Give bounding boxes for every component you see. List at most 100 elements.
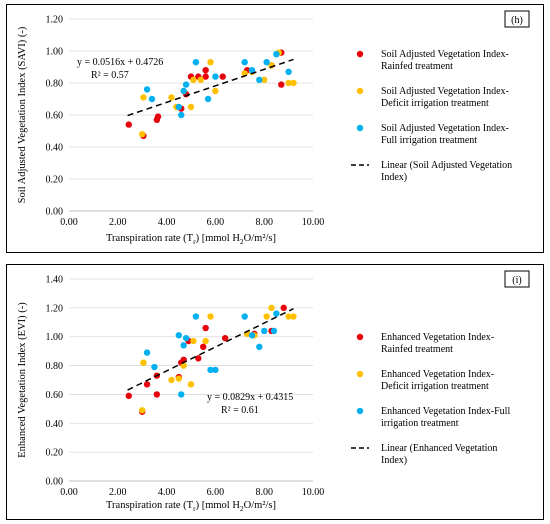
data-point-rainfed (202, 67, 209, 74)
y-tick-label: 0.40 (46, 143, 64, 154)
data-point-deficit (190, 337, 197, 345)
data-point-deficit (268, 304, 275, 312)
data-point-full (175, 103, 182, 111)
data-point-full (248, 332, 256, 339)
data-point-rainfed (125, 392, 132, 400)
data-point-deficit (139, 407, 146, 414)
x-axis-label-part: Transpiration rate (T (106, 500, 194, 511)
data-point-rainfed (195, 355, 202, 362)
chart-panel-h: 0.00 0.20 0.40 0.60 0.80 1.00 1.20 0.00 2.00 4.00… (6, 4, 544, 253)
data-point-deficit (139, 131, 146, 138)
y-axis-label: Enhanced Vegetation Index (EVI) (-) (17, 302, 28, 458)
y-tick-label: 0.20 (46, 448, 64, 459)
y-tick-label: 0.60 (46, 390, 64, 401)
data-point-full (241, 59, 248, 66)
panel-label-box (504, 10, 530, 28)
chart-h: 0.00 0.20 0.40 0.60 0.80 1.00 1.20 0.00 2.00 4.00… (17, 10, 530, 246)
x-tick-label: 10.00 (302, 217, 325, 228)
data-point-full (180, 342, 187, 349)
data-point-deficit (140, 94, 147, 101)
x-axis-label: Transpiration rate (Tr) [mmol H2O/m²/s] (106, 233, 276, 246)
x-tick-label: 10.00 (302, 487, 325, 498)
data-point-full (204, 95, 212, 103)
data-point-full (143, 349, 151, 356)
trend-equation: y = 0.0516x + 0.4726 (77, 57, 163, 68)
y-tick-label: 0.80 (46, 361, 64, 372)
data-point-full (212, 73, 219, 80)
legend-marker-rainfed (356, 50, 364, 58)
x-tick-label: 8.00 (255, 217, 273, 228)
legend-label: Enhanced Vegetation Index- (381, 332, 494, 343)
x-axis-label-part: 2 (240, 237, 244, 246)
data-point-deficit (197, 76, 204, 84)
x-tick-label: 0.00 (60, 487, 78, 498)
legend-marker-rainfed (356, 333, 364, 341)
trend-equation: y = 0.0829x + 0.4315 (207, 392, 293, 403)
data-point-deficit (263, 313, 270, 320)
x-tick-label: 2.00 (109, 487, 127, 498)
data-point-deficit (290, 79, 297, 87)
data-point-deficit (168, 376, 175, 384)
data-point-full (261, 327, 268, 335)
legend-marker-deficit (356, 370, 364, 378)
y-tick-label: 1.40 (46, 275, 64, 286)
data-point-rainfed (125, 121, 132, 128)
legend-label: Index) (381, 172, 407, 183)
x-axis-label-part: r (193, 237, 196, 246)
y-tick-label: 0.80 (46, 79, 64, 90)
data-point-full (207, 366, 214, 374)
legend-label: Linear (Enhanced Vegetation (381, 443, 497, 454)
data-point-deficit (207, 59, 214, 66)
data-point-rainfed (278, 81, 285, 88)
chart-i: 0.00 0.20 0.40 0.60 0.80 1.00 1.20 1.40 0.00 2.00… (17, 270, 530, 513)
data-point-deficit (187, 381, 195, 388)
x-axis-label: Transpiration rate (Tr) [mmol H2O/m²/s] (106, 500, 276, 513)
trend-r2: R² = 0.57 (91, 70, 129, 81)
y-tick-label: 0.00 (46, 207, 64, 218)
data-point-full (178, 391, 185, 398)
data-point-deficit (187, 103, 195, 111)
y-tick-label: 1.00 (46, 47, 64, 58)
y-tick-label: 0.20 (46, 175, 64, 186)
data-point-rainfed (202, 324, 209, 332)
data-point-full (270, 327, 278, 335)
data-point-full (241, 313, 248, 320)
data-point-full (143, 86, 151, 93)
data-point-deficit (290, 313, 297, 320)
data-point-rainfed (153, 391, 161, 398)
data-point-deficit (140, 359, 147, 366)
data-point-deficit (285, 79, 292, 87)
legend-label: Rainfed treatment (381, 344, 453, 355)
data-point-full (182, 81, 190, 88)
y-tick-label: 1.20 (46, 15, 64, 26)
x-tick-label: 6.00 (207, 217, 225, 228)
x-tick-label: 0.00 (60, 217, 78, 228)
data-point-rainfed (219, 73, 226, 80)
legend-label: Index) (381, 455, 407, 466)
data-point-full (182, 334, 190, 342)
data-point-rainfed (280, 304, 287, 312)
data-point-full (180, 87, 187, 95)
legend-label: Deficit irrigation treatment (381, 381, 489, 392)
data-point-full (273, 310, 280, 317)
legend-label: Linear (Soil Adjusted Vegetation (381, 160, 512, 171)
data-point-deficit (202, 337, 209, 345)
panel-label: (i) (512, 275, 521, 286)
data-point-deficit (285, 313, 292, 320)
legend-label: Full irrigation treatment (381, 135, 477, 146)
x-tick-label: 6.00 (207, 487, 225, 498)
y-tick-label: 0.00 (46, 477, 64, 488)
legend-label: Enhanced Vegetation Index- (381, 369, 494, 380)
panel-label: (h) (511, 15, 523, 26)
legend-label: Soil Adjusted Vegetation Index- (381, 86, 509, 97)
trendline (127, 308, 294, 391)
legend-marker-deficit (356, 87, 364, 95)
data-point-full (212, 366, 219, 374)
data-point-full (175, 332, 182, 339)
data-point-full (273, 51, 280, 58)
x-tick-label: 2.00 (109, 217, 127, 228)
x-tick-label: 4.00 (158, 217, 176, 228)
y-tick-label: 0.60 (46, 111, 64, 122)
data-point-full (256, 76, 263, 84)
x-axis-label-part: r (193, 504, 196, 513)
